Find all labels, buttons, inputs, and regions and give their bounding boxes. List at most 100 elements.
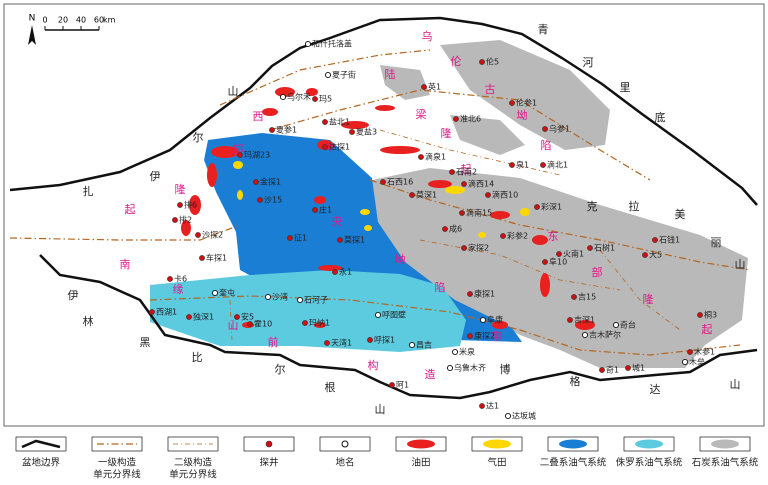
exploration-well <box>509 100 515 106</box>
first-order-boundary <box>149 295 521 331</box>
place <box>581 331 589 339</box>
exploration-well <box>302 320 308 326</box>
gas-field <box>520 208 530 216</box>
gas-field <box>360 209 370 215</box>
well-label: 霍10 <box>254 320 272 329</box>
scale-label: 20 <box>58 16 68 25</box>
exploration-well <box>421 84 427 90</box>
legend-label: 一级构造 <box>98 457 137 469</box>
mountain-label: 美 <box>675 208 686 221</box>
exploration-well <box>253 179 259 185</box>
exploration-well <box>625 365 631 371</box>
place-label: 夏子街 <box>332 70 356 80</box>
well-label: 阜10 <box>549 257 567 267</box>
second-order-boundary <box>229 299 233 341</box>
basin-boundary <box>9 16 758 400</box>
oil-field <box>532 235 548 245</box>
legend-icon <box>711 439 739 449</box>
place-label: 阜康 <box>487 315 503 325</box>
exploration-well <box>599 367 605 373</box>
exploration-well <box>467 333 473 339</box>
well-label: 达探1 <box>329 142 350 152</box>
well-label: 奇1 <box>606 365 619 375</box>
scale-label: 40 <box>76 16 86 25</box>
legend-icon <box>635 439 663 449</box>
legend-label: 盆地边界 <box>22 457 61 469</box>
exploration-well <box>186 314 192 320</box>
mountain-label: 扎 <box>83 184 94 198</box>
exploration-well <box>467 291 473 297</box>
exploration-well <box>332 269 338 275</box>
well-label: 排2 <box>179 215 192 225</box>
mountain-label: 尔 <box>275 363 286 376</box>
tectonic-unit-label: 山 <box>228 319 239 332</box>
well-label: 滴北1 <box>547 160 568 170</box>
well-label: 滴西10 <box>492 190 518 200</box>
oil-field <box>428 180 452 188</box>
exploration-well <box>453 116 459 122</box>
place <box>324 71 332 79</box>
mountain-label: 伊 <box>68 289 79 302</box>
carboniferous-area <box>372 168 748 368</box>
second-order-boundary <box>379 129 561 176</box>
exploration-well <box>149 309 155 315</box>
oil-field <box>575 320 595 330</box>
place <box>211 289 219 297</box>
well-label: 达1 <box>486 401 499 411</box>
exploration-well <box>324 340 330 346</box>
exploration-well <box>500 233 506 239</box>
exploration-well <box>269 127 275 133</box>
mountain-label: 山 <box>228 85 239 98</box>
place-label: 奇台 <box>620 320 636 330</box>
tectonic-unit-label: 隆 <box>441 126 452 140</box>
legend-icon <box>341 440 349 448</box>
tectonic-unit-label: 伦 <box>451 54 462 68</box>
legend-label: 单元分界线 <box>169 469 217 481</box>
exploration-well <box>172 217 178 223</box>
first-order-boundary <box>219 49 431 106</box>
place-label: 石河子 <box>304 295 328 305</box>
well-label: 西湖1 <box>156 308 177 317</box>
tectonic-unit-label: 乌 <box>422 29 433 43</box>
exploration-well <box>509 162 515 168</box>
exploration-well <box>461 245 467 251</box>
place-label: 吉木萨尔 <box>589 330 621 340</box>
gas-field <box>478 232 486 238</box>
tectonic-unit-label: 隆 <box>643 292 654 306</box>
well-label: 桐3 <box>704 310 717 320</box>
well-label: 石钱1 <box>659 235 680 245</box>
exploration-well <box>485 192 491 198</box>
exploration-well <box>322 119 328 125</box>
well-label: 滴泉1 <box>425 152 446 162</box>
exploration-well <box>322 144 328 150</box>
place <box>504 412 512 420</box>
exploration-well <box>534 204 540 210</box>
permian-area <box>204 133 522 342</box>
well-label: 呼探1 <box>374 335 395 345</box>
oil-field <box>375 105 395 111</box>
well-label: 征1 <box>294 233 307 243</box>
tectonic-unit-label: 西 <box>253 110 264 123</box>
well-label: 大5 <box>649 250 662 260</box>
well-label: 玛5 <box>319 95 332 104</box>
mountain-label: 山 <box>735 258 746 271</box>
place-label: 奎屯 <box>219 288 235 298</box>
well-label: 卡6 <box>174 274 187 284</box>
exploration-well <box>380 179 386 185</box>
tectonic-unit-label: 带 <box>492 330 503 343</box>
place <box>479 316 487 324</box>
well-label: 火南1 <box>563 249 584 259</box>
well-label: 盐北1 <box>329 117 350 127</box>
tectonic-unit-label: 缘 <box>173 283 184 296</box>
gas-field <box>237 190 243 200</box>
well-label: 彩参2 <box>507 231 528 241</box>
place-label: 达坂城 <box>512 411 536 421</box>
exploration-well <box>540 162 546 168</box>
tectonic-unit-label: 起 <box>125 203 136 216</box>
scale-unit: km <box>103 16 116 25</box>
oil-field <box>306 88 318 96</box>
tectonic-unit-label: 陷 <box>435 280 446 294</box>
exploration-well <box>177 202 183 208</box>
exploration-well <box>409 192 415 198</box>
